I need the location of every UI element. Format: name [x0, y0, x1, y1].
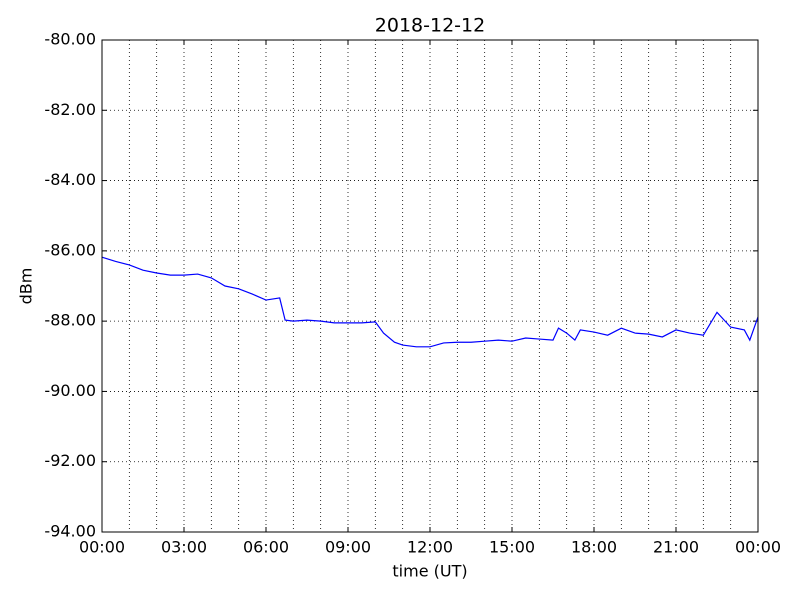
- y-tick-label: -92.00: [44, 451, 96, 470]
- y-tick-label: -88.00: [44, 311, 96, 330]
- x-tick-label: 06:00: [243, 538, 289, 557]
- y-tick-label: -84.00: [44, 170, 96, 189]
- y-tick-label: -80.00: [44, 30, 96, 49]
- x-axis-label: time (UT): [392, 562, 467, 581]
- x-tick-label: 18:00: [571, 538, 617, 557]
- x-tick-label: 12:00: [407, 538, 453, 557]
- plot-frame: [101, 39, 759, 533]
- y-tick-label: -86.00: [44, 240, 96, 259]
- x-tick-label: 15:00: [489, 538, 535, 557]
- data-line: [101, 256, 759, 348]
- x-tick-label: 00:00: [735, 538, 781, 557]
- y-axis-label: dBm: [17, 268, 36, 305]
- y-tick-label: -82.00: [44, 100, 96, 119]
- y-tick-label: -90.00: [44, 381, 96, 400]
- x-tick-label: 21:00: [653, 538, 699, 557]
- x-tick-label: 00:00: [79, 538, 125, 557]
- chart-title: 2018-12-12: [375, 15, 485, 37]
- x-tick-label: 09:00: [325, 538, 371, 557]
- x-tick-label: 03:00: [161, 538, 207, 557]
- y-tick-label: -94.00: [44, 522, 96, 541]
